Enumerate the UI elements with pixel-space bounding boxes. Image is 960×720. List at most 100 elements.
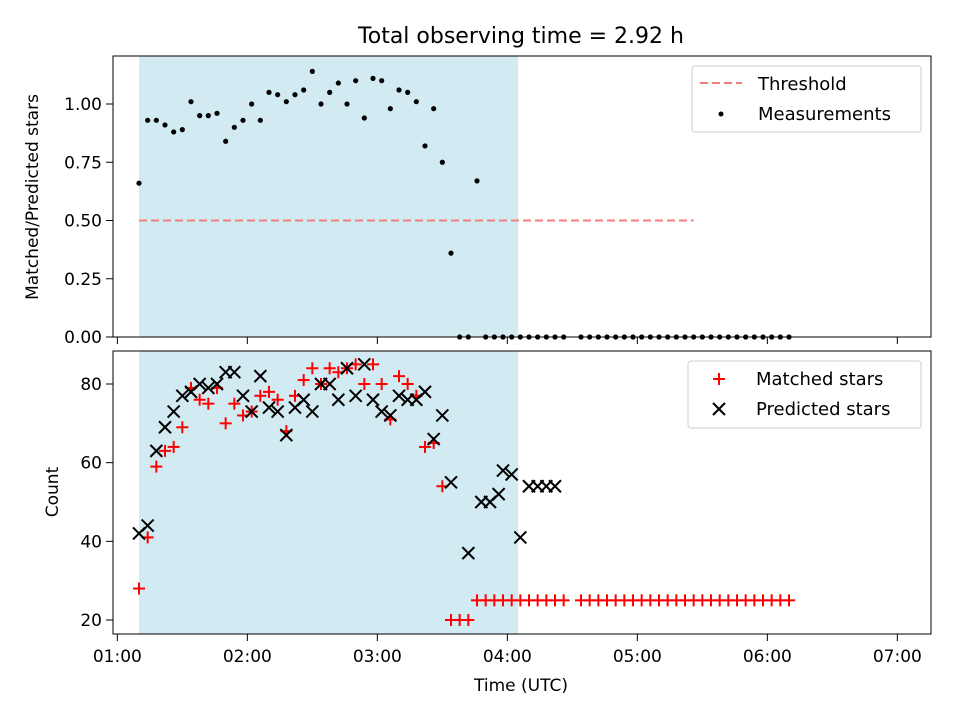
measurement-point (257, 117, 263, 123)
measurement-point (275, 92, 281, 98)
legend-threshold-label: Threshold (757, 74, 847, 95)
figure-title: Total observing time = 2.92 h (357, 24, 684, 49)
matched-star-marker (358, 378, 371, 390)
matched-star-marker (263, 385, 275, 398)
top-axes-frame (112, 55, 932, 338)
measurement-point (379, 78, 385, 84)
bottom-x-ticks: 01:00 02:00 03:00 04:00 05:00 06:00 07:00 (93, 634, 922, 667)
predicted-star-marker (426, 432, 441, 446)
predicted-star-marker (149, 444, 164, 458)
predicted-star-marker (491, 487, 506, 501)
predicted-star-marker (253, 369, 268, 383)
measurement-point (431, 106, 437, 112)
matched-star-marker (401, 378, 414, 390)
matched-star-marker (783, 594, 795, 607)
legend-predicted-swatch (712, 402, 726, 416)
matched-star-marker (557, 594, 570, 607)
matched-star-marker (323, 362, 336, 375)
predicted-star-marker (366, 393, 380, 407)
measurement-point (422, 143, 428, 149)
predicted-star-marker (444, 475, 458, 490)
matched-star-marker (462, 614, 475, 626)
legend-measurements-label: Measurements (758, 104, 891, 125)
bottom-legend: Matched stars Predicted stars (687, 360, 922, 429)
x-tick-label: 04:00 (483, 647, 532, 667)
measurement-point (301, 87, 307, 93)
top-legend: Threshold Measurements (691, 65, 922, 133)
bottom-shaded-region (139, 351, 519, 634)
predicted-star-marker (461, 546, 476, 560)
measurement-point (214, 110, 220, 116)
top-panel: 0.00 0.25 0.50 0.75 1.00 Matched/Predicted s… (23, 55, 932, 348)
y-tick-label: 60 (80, 454, 102, 474)
matched-star-marker (219, 417, 232, 430)
measurement-point (171, 129, 177, 135)
predicted-star-marker (374, 404, 389, 419)
matched-star-marker (133, 582, 145, 595)
bottom-y-axis-label: Count (43, 466, 63, 517)
bottom-axes-frame (112, 350, 932, 635)
measurement-point (179, 127, 185, 133)
predicted-star-marker (166, 404, 181, 419)
measurement-point (283, 99, 289, 105)
predicted-star-marker (262, 400, 276, 415)
predicted-star-marker (348, 389, 363, 403)
predicted-star-markers (132, 357, 562, 560)
predicted-star-marker (201, 381, 216, 395)
predicted-star-marker (175, 389, 190, 403)
matched-star-marker (202, 397, 215, 410)
top-y-ticks: 0.00 0.25 0.50 0.75 1.00 (64, 95, 113, 348)
measurement-point (413, 99, 419, 105)
measurement-points (136, 68, 792, 340)
y-tick-label: 20 (80, 611, 102, 631)
predicted-star-marker (392, 389, 406, 403)
measurement-point (318, 101, 324, 107)
y-tick-label: 0.75 (64, 153, 102, 173)
x-axis-label: Time (UTC) (473, 676, 568, 696)
measurement-point (405, 89, 411, 95)
bottom-legend-box (687, 360, 922, 429)
predicted-star-marker (192, 377, 207, 391)
x-tick-label: 01:00 (93, 647, 142, 667)
predicted-star-marker (383, 408, 398, 423)
top-shaded-region (139, 56, 519, 337)
x-tick-label: 05:00 (613, 647, 662, 667)
x-tick-label: 03:00 (353, 647, 402, 667)
measurement-point (292, 92, 298, 98)
measurement-point (309, 68, 315, 74)
x-tick-label: 07:00 (873, 647, 922, 667)
predicted-star-marker (279, 428, 294, 442)
legend-matched-swatch (713, 373, 725, 385)
matched-star-marker (297, 374, 310, 387)
predicted-star-marker (270, 404, 285, 419)
predicted-star-marker (296, 393, 311, 407)
y-tick-label: 40 (80, 532, 102, 552)
y-tick-label: 0.50 (64, 212, 102, 232)
predicted-star-marker (158, 420, 172, 434)
measurement-point (387, 106, 393, 112)
matched-star-marker (419, 440, 431, 453)
predicted-star-marker (244, 404, 259, 419)
predicted-star-marker (435, 408, 450, 423)
measurement-point (223, 138, 229, 144)
measurement-point (474, 178, 480, 184)
measurement-point (439, 159, 445, 165)
measurement-point (448, 250, 454, 256)
measurement-point (335, 80, 341, 86)
predicted-star-marker (227, 365, 242, 379)
matched-star-marker (193, 393, 206, 406)
matched-star-marker (159, 444, 171, 457)
matched-star-marker (254, 389, 267, 402)
measurement-point (240, 117, 246, 123)
matched-star-marker (375, 378, 388, 390)
predicted-star-marker (496, 463, 510, 478)
top-legend-box (691, 65, 922, 133)
legend-predicted-label: Predicted stars (756, 399, 890, 420)
predicted-star-marker (331, 393, 346, 407)
measurement-point (153, 117, 159, 123)
matched-star-marker (150, 460, 163, 473)
y-tick-label: 0.00 (64, 328, 102, 348)
y-tick-label: 1.00 (64, 95, 102, 115)
